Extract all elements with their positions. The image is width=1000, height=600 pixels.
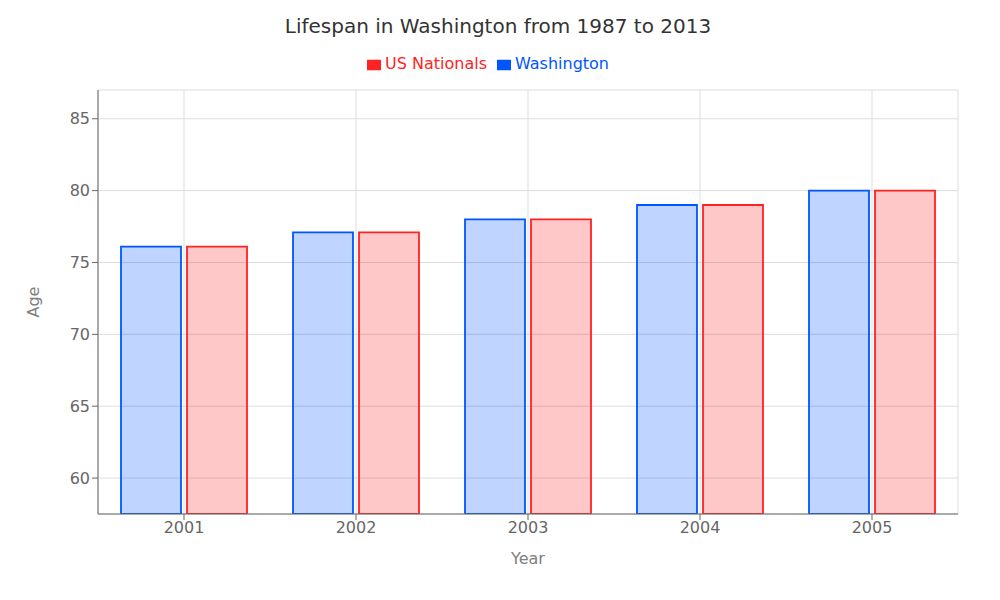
svg-text:Age: Age: [24, 287, 43, 318]
svg-text:2001: 2001: [164, 518, 205, 537]
html-text:Washington: Washington: [515, 54, 609, 73]
svg-text:75: 75: [70, 253, 90, 272]
html-text:Lifespan in Washington from 19: Lifespan in Washington from 1987 to 2013: [284, 14, 712, 38]
svg-text:65: 65: [70, 397, 90, 416]
svg-text:60: 60: [70, 469, 90, 488]
svg-text:2003: 2003: [508, 518, 549, 537]
svg-text:80: 80: [70, 181, 90, 200]
svg-text:Year: Year: [510, 549, 545, 568]
svg-text:85: 85: [70, 109, 90, 128]
svg-text:70: 70: [70, 325, 90, 344]
svg-text:2002: 2002: [336, 518, 377, 537]
html-text:US Nationals: US Nationals: [385, 54, 487, 73]
svg-text:2004: 2004: [680, 518, 721, 537]
svg-text:2005: 2005: [852, 518, 893, 537]
